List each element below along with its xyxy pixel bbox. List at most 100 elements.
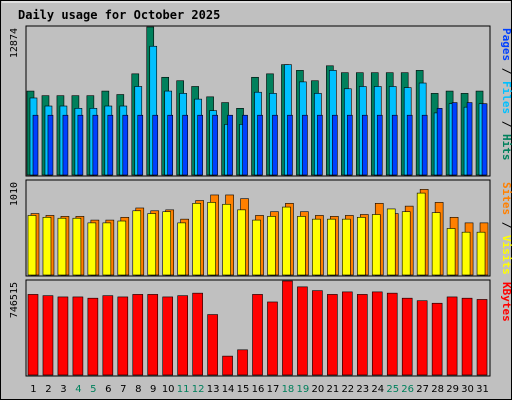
bar-visits-day-4 <box>72 217 82 276</box>
day-28-bars <box>431 202 444 276</box>
day-6-bars <box>102 295 114 376</box>
day-9-bars <box>146 26 159 176</box>
legend-entry: / <box>500 121 512 134</box>
bar-kbytes-day-29 <box>446 296 458 376</box>
bar-pages-day-6 <box>107 114 114 176</box>
bar-pages-day-11 <box>182 114 188 176</box>
day-1-bars <box>26 90 39 176</box>
day-11-bars <box>177 295 188 376</box>
day-12-bars <box>191 86 203 176</box>
bar-kbytes-day-17 <box>267 301 278 376</box>
day-6-bars <box>102 219 115 276</box>
bar-kbytes-day-6 <box>102 295 114 376</box>
day-25-bars <box>386 292 398 376</box>
x-tick-day-22: 22 <box>341 384 354 395</box>
bar-kbytes-day-21 <box>327 294 338 376</box>
day-16-bars <box>252 215 264 276</box>
day-17-bars <box>266 73 278 176</box>
x-tick-day-18: 18 <box>282 384 295 395</box>
day-7-bars <box>117 216 130 276</box>
day-9-bars <box>147 294 159 376</box>
x-tick-day-1: 1 <box>30 384 36 395</box>
x-tick-day-2: 2 <box>45 384 51 395</box>
day-12-bars <box>192 292 203 376</box>
day-7-bars <box>117 296 129 376</box>
x-tick-day-3: 3 <box>60 384 66 395</box>
day-22-bars <box>341 72 353 176</box>
bar-kbytes-day-30 <box>461 297 473 376</box>
bar-visits-day-2 <box>42 216 52 276</box>
bar-pages-day-15 <box>242 114 248 176</box>
bar-visits-day-25 <box>386 208 396 276</box>
day-24-bars <box>371 291 383 376</box>
max-value-label: 746515 <box>9 282 20 318</box>
bar-pages-day-17 <box>272 114 278 176</box>
day-10-bars <box>162 296 174 376</box>
day-12-bars <box>192 200 204 276</box>
day-3-bars <box>56 95 69 176</box>
bar-visits-day-14 <box>222 203 231 276</box>
day-4-bars <box>72 296 84 376</box>
day-23-bars <box>356 294 368 376</box>
x-tick-day-20: 20 <box>312 384 325 395</box>
bar-pages-day-1 <box>32 114 39 176</box>
day-15-bars <box>237 198 249 276</box>
bar-visits-day-18 <box>282 206 291 276</box>
bar-visits-day-20 <box>312 218 321 276</box>
x-tick-day-26: 26 <box>401 384 414 395</box>
day-17-bars <box>267 211 279 276</box>
bar-pages-day-3 <box>62 114 69 176</box>
x-tick-day-24: 24 <box>371 384 384 395</box>
bar-visits-day-24 <box>371 214 381 276</box>
day-27-bars <box>416 300 428 376</box>
day-20-bars <box>312 215 324 276</box>
bar-visits-day-7 <box>117 220 127 276</box>
day-28-bars <box>431 302 443 376</box>
bar-pages-day-7 <box>122 114 129 176</box>
bar-pages-day-8 <box>137 114 144 176</box>
day-16-bars <box>252 294 263 376</box>
day-21-bars <box>327 216 339 276</box>
bar-visits-day-21 <box>327 218 336 276</box>
x-tick-day-12: 12 <box>192 384 205 395</box>
day-13-bars <box>206 96 218 176</box>
day-26-bars <box>401 297 413 376</box>
bar-visits-day-31 <box>476 231 486 276</box>
bar-kbytes-day-31 <box>476 299 488 376</box>
bar-kbytes-day-16 <box>252 294 263 376</box>
bar-kbytes-day-13 <box>207 314 218 376</box>
bar-pages-day-5 <box>92 114 99 176</box>
x-tick-day-30: 30 <box>461 384 474 395</box>
day-14-bars <box>221 102 233 176</box>
day-29-bars <box>446 296 458 376</box>
bar-kbytes-day-11 <box>177 295 188 376</box>
day-24-bars <box>371 203 384 276</box>
bar-pages-day-12 <box>197 114 203 176</box>
day-15-bars <box>237 349 248 376</box>
x-tick-day-11: 11 <box>177 384 190 395</box>
bar-kbytes-day-9 <box>147 294 159 376</box>
day-5-bars <box>87 297 99 376</box>
bar-visits-day-22 <box>342 218 351 276</box>
bar-pages-day-28 <box>436 108 443 176</box>
legend-entry: Sites <box>500 182 512 222</box>
bar-visits-day-30 <box>461 231 471 276</box>
bar-pages-day-9 <box>152 114 159 176</box>
legend-entry: KBytes <box>500 282 512 322</box>
day-8-bars <box>132 294 144 376</box>
day-20-bars <box>311 80 323 176</box>
bar-kbytes-day-18 <box>282 280 293 376</box>
bar-kbytes-day-24 <box>371 291 383 376</box>
legend-entry: Hits <box>500 134 512 161</box>
bar-pages-day-24 <box>376 114 383 176</box>
bar-pages-day-14 <box>227 114 233 176</box>
bar-visits-day-8 <box>132 210 142 276</box>
bar-pages-day-4 <box>77 114 84 176</box>
panel-visitors: 1010 Sites / Visits <box>9 179 512 277</box>
day-19-bars <box>296 70 308 176</box>
bar-visits-day-29 <box>446 228 456 276</box>
x-tick-day-13: 13 <box>207 384 220 395</box>
day-31-bars <box>475 90 488 176</box>
bar-kbytes-day-5 <box>87 297 99 376</box>
